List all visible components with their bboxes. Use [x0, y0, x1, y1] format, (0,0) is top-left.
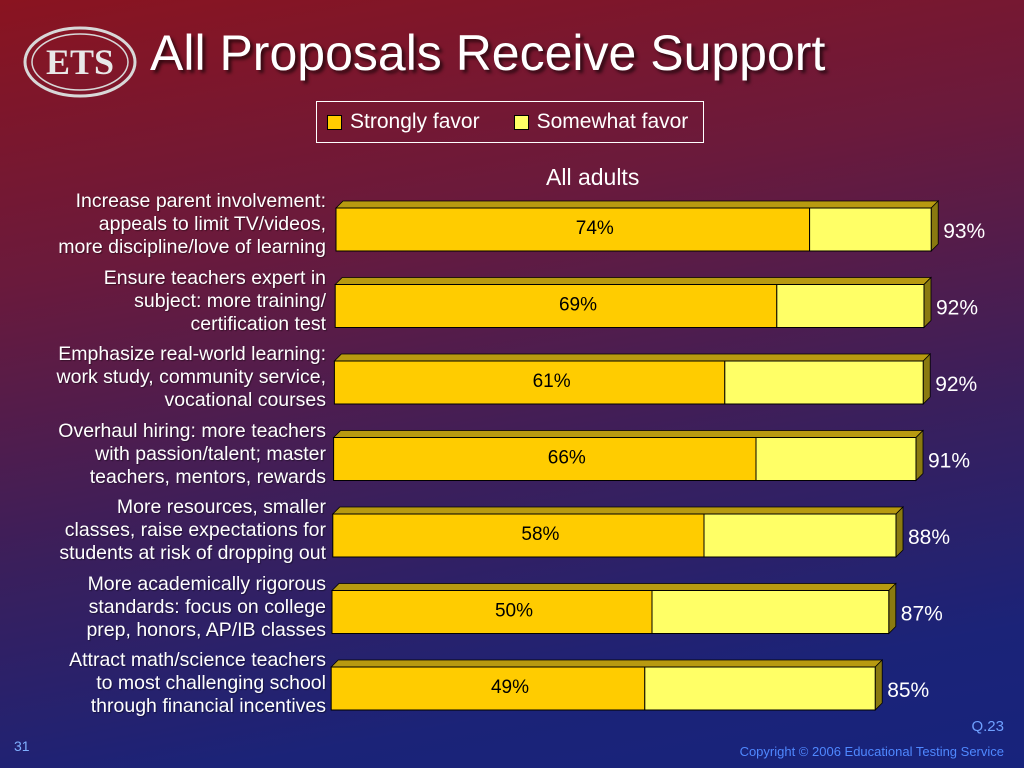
bar-somewhat-favor: [724, 360, 924, 405]
legend-item-strongly-favor: Strongly favor: [327, 110, 480, 134]
bar-top-face: [331, 583, 897, 591]
bar-end-face: [922, 353, 931, 405]
category-label: Overhaul hiring: more teachers with pass…: [58, 419, 326, 488]
ets-logo-text: ETS: [46, 42, 114, 82]
copyright-notice: Copyright © 2006 Educational Testing Ser…: [739, 744, 1004, 759]
bar-strongly-favor: [330, 666, 646, 711]
ets-logo: ETS: [23, 26, 137, 98]
bar-strongly-favor: [331, 590, 653, 634]
category-label: More academically rigorous standards: fo…: [86, 572, 326, 641]
bar-top-face: [334, 277, 932, 285]
category-label: Emphasize real-world learning: work stud…: [56, 343, 326, 411]
chart-subtitle: All adults: [546, 164, 640, 190]
data-label-strongly-favor: 74%: [576, 218, 614, 239]
bar-strongly-favor: [334, 284, 778, 328]
bar-top-face: [333, 353, 932, 362]
data-label-total: 87%: [901, 603, 943, 626]
bar-end-face: [895, 506, 904, 558]
legend-label-strongly-favor: Strongly favor: [350, 110, 480, 133]
question-number: Q.23: [971, 718, 1004, 735]
data-label-total: 93%: [943, 220, 985, 243]
legend-label-somewhat-favor: Somewhat favor: [536, 110, 689, 133]
bar-somewhat-favor: [755, 437, 917, 481]
data-label-total: 92%: [936, 297, 978, 320]
category-label: More resources, smaller classes, raise e…: [59, 496, 326, 564]
data-label-strongly-favor: 58%: [521, 524, 559, 545]
category-label: Increase parent involvement: appeals to …: [58, 190, 326, 258]
page-number: 31: [14, 738, 30, 754]
data-label-strongly-favor: 69%: [559, 295, 597, 316]
category-label: Ensure teachers expert in subject: more …: [103, 266, 326, 335]
bar-somewhat-favor: [703, 513, 897, 558]
bar-somewhat-favor: [644, 666, 876, 711]
bar-end-face: [930, 200, 939, 252]
bar-strongly-favor: [333, 437, 757, 481]
page-title: All Proposals Receive Support: [150, 25, 826, 81]
bar-top-face: [332, 430, 924, 438]
bar-somewhat-favor: [809, 207, 932, 252]
bar-end-face: [915, 429, 924, 482]
bar-end-face: [923, 276, 932, 329]
bar-top-face: [330, 659, 884, 668]
bar-somewhat-favor: [651, 590, 890, 634]
data-label-strongly-favor: 66%: [548, 448, 586, 469]
data-label-strongly-favor: 50%: [495, 601, 533, 622]
bar-strongly-favor: [332, 513, 705, 558]
bar-end-face: [874, 659, 883, 711]
bar-strongly-favor: [333, 360, 726, 405]
data-label-total: 91%: [928, 450, 970, 473]
legend-item-somewhat-favor: Somewhat favor: [513, 110, 689, 134]
legend-swatch-somewhat-favor: [513, 114, 529, 130]
data-label-strongly-favor: 49%: [491, 677, 529, 698]
chart-legend: Strongly favor Somewhat favor: [316, 101, 704, 143]
data-label-total: 85%: [887, 679, 929, 702]
bar-somewhat-favor: [776, 284, 925, 328]
category-label: Attract math/science teachers to most ch…: [69, 649, 326, 717]
bar-strongly-favor: [335, 207, 811, 252]
bar-top-face: [331, 506, 904, 515]
data-label-strongly-favor: 61%: [533, 371, 571, 392]
bar-end-face: [888, 582, 897, 635]
data-label-total: 88%: [908, 526, 950, 549]
data-label-total: 92%: [935, 373, 977, 396]
bar-top-face: [335, 200, 940, 209]
legend-swatch-strongly-favor: [327, 114, 342, 130]
